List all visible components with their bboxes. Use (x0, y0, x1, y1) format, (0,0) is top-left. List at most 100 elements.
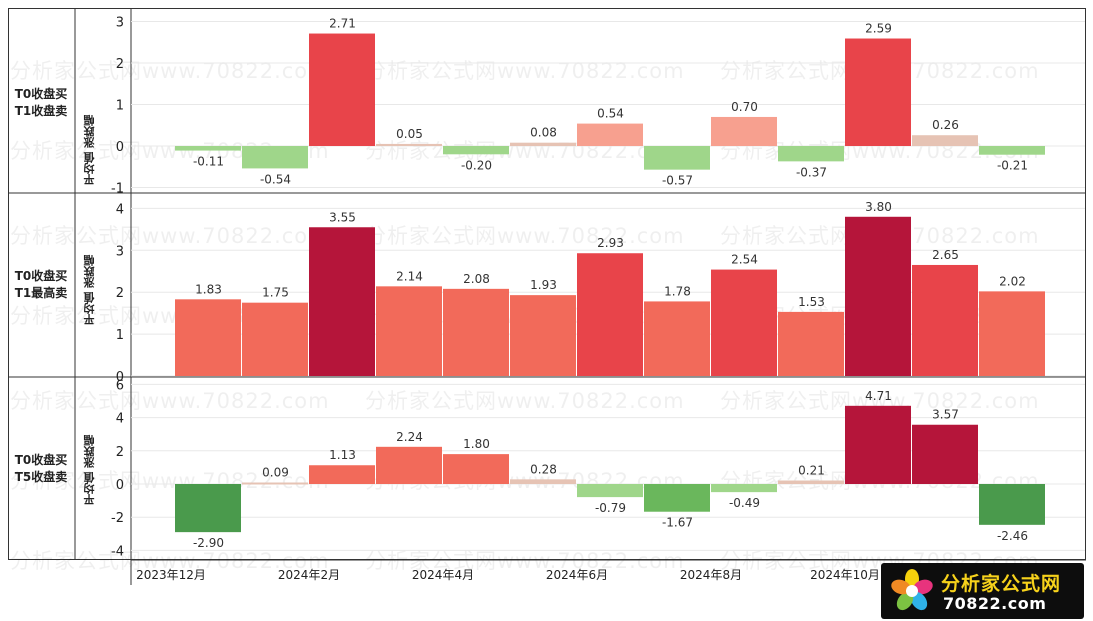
data-label: 2.65 (932, 248, 959, 262)
bar (309, 465, 375, 484)
y-tick-label: 2 (116, 57, 124, 72)
bar (711, 269, 777, 376)
bar (242, 302, 308, 376)
y-tick-label: 2 (116, 445, 124, 460)
data-label: 1.93 (530, 278, 557, 292)
y-tick-label: 3 (116, 16, 124, 31)
bar (309, 227, 375, 376)
y-tick-label: 0 (116, 478, 124, 493)
y-tick-label: 3 (116, 244, 124, 259)
data-label: -1.67 (662, 516, 693, 530)
bar (376, 286, 442, 376)
bar (979, 146, 1045, 155)
x-tick-label: 2024年4月 (412, 568, 474, 582)
data-label: 2.59 (865, 22, 892, 36)
data-label: -0.54 (260, 172, 291, 186)
data-label: 0.05 (396, 127, 423, 141)
bar (376, 446, 442, 484)
data-label: 2.14 (396, 269, 423, 283)
bar (175, 299, 241, 376)
data-label: -0.57 (662, 174, 693, 188)
bar (778, 311, 844, 376)
bar (309, 33, 375, 146)
row-label-2: T0收盘买 T1最高卖 (8, 268, 74, 302)
bar (711, 116, 777, 146)
data-label: 0.28 (530, 462, 557, 476)
bar (510, 295, 576, 376)
bar (912, 424, 978, 484)
y-tick-label: 1 (116, 99, 124, 114)
bar (577, 123, 643, 146)
bar (577, 253, 643, 376)
data-label: 1.78 (664, 284, 691, 298)
bar (845, 405, 911, 484)
bar (376, 143, 442, 146)
data-label: -0.49 (729, 496, 760, 510)
y-tick-label: 4 (116, 202, 124, 217)
bar (175, 484, 241, 533)
row-label-1: T0收盘买 T1收盘卖 (8, 86, 74, 120)
logo-url: 70822.com (943, 594, 1047, 613)
bar (242, 146, 308, 169)
row-label-3-line2: T5收盘卖 (14, 470, 68, 484)
bar (644, 146, 710, 170)
flower-logo-icon (891, 569, 933, 611)
y-tick-label: 0 (116, 140, 124, 155)
y-tick-label: -4 (111, 544, 124, 559)
y-tick-label: -1 (111, 182, 124, 197)
data-label: -2.46 (997, 529, 1028, 543)
bar (242, 482, 308, 485)
x-tick-label: 2024年8月 (680, 568, 742, 582)
x-tick-label: 2024年10月 (810, 568, 880, 582)
bar (175, 146, 241, 151)
data-label: -2.90 (193, 536, 224, 550)
data-label: 4.71 (865, 389, 892, 403)
data-label: 1.75 (262, 286, 289, 300)
bar (644, 301, 710, 376)
data-label: 2.02 (999, 274, 1026, 288)
data-label: -0.79 (595, 501, 626, 515)
logo-title: 分析家公式网 (941, 573, 1062, 595)
y-tick-label: -2 (111, 511, 124, 526)
data-label: 1.80 (463, 437, 490, 451)
data-label: 2.54 (731, 253, 758, 267)
data-label: 2.24 (396, 430, 423, 444)
data-label: -0.37 (796, 165, 827, 179)
bar (510, 479, 576, 484)
bar (845, 38, 911, 146)
data-label: 3.57 (932, 408, 959, 422)
bar (711, 484, 777, 493)
row-label-1-line2: T1收盘卖 (14, 104, 68, 118)
data-label: -0.11 (193, 155, 224, 169)
data-label: 0.54 (597, 107, 624, 121)
data-label: -0.21 (997, 159, 1028, 173)
row-label-2-line1: T0收盘买 (14, 269, 68, 283)
data-label: 0.70 (731, 100, 758, 114)
y-tick-label: 1 (116, 328, 124, 343)
data-label: 1.53 (798, 295, 825, 309)
y-tick-label: 0 (116, 370, 124, 385)
bar (778, 146, 844, 162)
y-tick-label: 6 (116, 378, 124, 393)
bar (644, 484, 710, 512)
row-label-3-line1: T0收盘买 (14, 453, 68, 467)
y-tick-label: 2 (116, 286, 124, 301)
site-logo[interactable]: 分析家公式网 70822.com (881, 563, 1084, 619)
row-label-2-line2: T1最高卖 (14, 286, 68, 300)
x-tick-label: 2024年2月 (278, 568, 340, 582)
data-label: 0.09 (262, 466, 289, 480)
bar (577, 484, 643, 498)
data-label: -0.20 (461, 158, 492, 172)
row-label-3: T0收盘买 T5收盘卖 (8, 452, 74, 486)
bar (778, 480, 844, 484)
bar (510, 142, 576, 146)
data-label: 3.55 (329, 210, 356, 224)
data-label: 1.13 (329, 448, 356, 462)
bar (443, 454, 509, 484)
data-label: 1.83 (195, 282, 222, 296)
bar (845, 216, 911, 376)
bar (912, 135, 978, 146)
data-label: 2.71 (329, 17, 356, 31)
y-tick-label: 4 (116, 412, 124, 427)
x-tick-label: 2024年6月 (546, 568, 608, 582)
